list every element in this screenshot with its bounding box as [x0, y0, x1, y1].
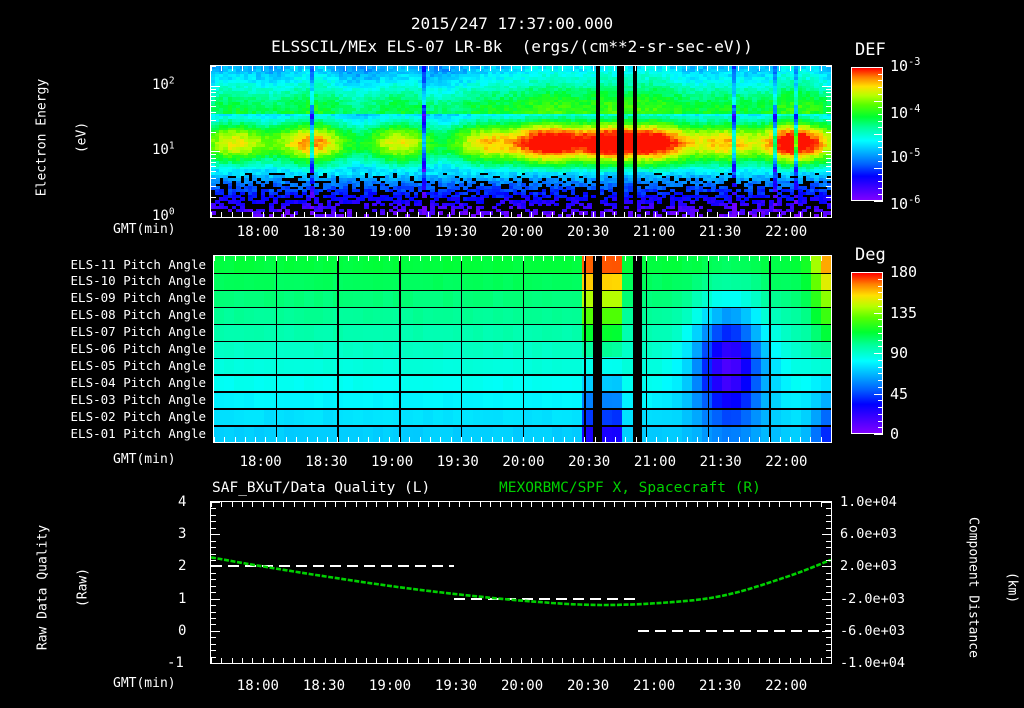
pitch-row-label: ELS-10 Pitch Angle	[30, 273, 206, 288]
spectrogram-ytick-label: 100	[152, 207, 175, 224]
bottom-xtick-label: 20:30	[567, 678, 609, 694]
pitch-row-label: ELS-09 Pitch Angle	[30, 290, 206, 305]
spectrogram-xtick-label: 21:30	[699, 224, 741, 240]
bottom-ytick-right: 2.0e+03	[840, 558, 897, 574]
deg-colorbar-title: Deg	[855, 245, 886, 265]
orbit-distance-trace	[211, 556, 831, 607]
bottom-xtick-label: 22:00	[765, 678, 807, 694]
spectrogram-ylabel: Electron Energy	[35, 63, 50, 213]
spectrogram-ylabel-unit: (eV)	[75, 63, 90, 213]
pitch-row-label: ELS-01 Pitch Angle	[30, 426, 206, 441]
spectrogram-xtick-label: 19:30	[435, 224, 477, 240]
pitch-xtick-label: 18:00	[240, 454, 282, 470]
bottom-ytick-right: -1.0e+04	[840, 655, 905, 671]
pitch-row-label: ELS-06 Pitch Angle	[30, 341, 206, 356]
spectrogram-xtick-label: 20:30	[567, 224, 609, 240]
spectrogram-xtick-label: 18:30	[303, 224, 345, 240]
pitch-xtick-label: 21:00	[634, 454, 676, 470]
def-colorbar-title: DEF	[855, 40, 886, 60]
spectrogram-xtick-label: 22:00	[765, 224, 807, 240]
bottom-title-left: SAF_BXuT/Data Quality (L)	[212, 480, 430, 496]
pitch-row-label: ELS-07 Pitch Angle	[30, 324, 206, 339]
bottom-title-right: MEXORBMC/SPF X, Spacecraft (R)	[499, 480, 761, 496]
pitch-angle-panel	[213, 255, 832, 443]
spectrogram-xtick-label: 21:00	[633, 224, 675, 240]
bottom-xtick-label: 19:00	[369, 678, 411, 694]
bottom-ytick-left: 4	[178, 494, 186, 510]
bottom-ytick-left: 3	[178, 526, 186, 542]
bottom-xtick-label: 18:30	[303, 678, 345, 694]
data-quality-step	[638, 629, 831, 632]
pitch-xtick-label: 19:00	[371, 454, 413, 470]
pitch-xtick-label: 19:30	[437, 454, 479, 470]
pitch-row-label: ELS-05 Pitch Angle	[30, 358, 206, 373]
data-quality-step	[211, 565, 455, 568]
bottom-xtick-label: 19:30	[435, 678, 477, 694]
bottom-xlabel: GMT(min)	[113, 676, 176, 691]
data-quality-step	[454, 597, 639, 600]
spectrogram-ytick-label: 102	[152, 76, 175, 93]
bottom-ytick-left: 2	[178, 558, 186, 574]
spectrogram-xtick-label: 19:00	[369, 224, 411, 240]
pitch-row-label: ELS-11 Pitch Angle	[30, 257, 206, 272]
bottom-xtick-label: 21:00	[633, 678, 675, 694]
bottom-ytick-right: -6.0e+03	[840, 623, 905, 639]
pitch-xlabel: GMT(min)	[113, 452, 176, 467]
pitch-xtick-label: 20:00	[502, 454, 544, 470]
pitch-angle-image	[214, 256, 831, 442]
pitch-xtick-label: 20:30	[568, 454, 610, 470]
bottom-ytick-right: -2.0e+03	[840, 591, 905, 607]
bottom-ylabel-left-unit: (Raw)	[76, 503, 91, 673]
spectrogram-xlabel: GMT(min)	[113, 222, 176, 237]
spectrogram-xtick-label: 20:00	[501, 224, 543, 240]
pitch-row-label: ELS-03 Pitch Angle	[30, 392, 206, 407]
pitch-xtick-label: 22:00	[765, 454, 807, 470]
bottom-ylabel-right-unit: (km)	[1005, 498, 1020, 678]
bottom-ytick-right: 6.0e+03	[840, 526, 897, 542]
pitch-row-label: ELS-04 Pitch Angle	[30, 375, 206, 390]
plot-timestamp: 2015/247 17:37:00.000	[0, 14, 1024, 33]
bottom-xtick-label: 21:30	[699, 678, 741, 694]
bottom-xtick-label: 20:00	[501, 678, 543, 694]
spectrogram-ytick-label: 101	[152, 141, 175, 158]
spectrogram-image	[211, 66, 831, 217]
bottom-ytick-left: -1	[167, 655, 184, 671]
bottom-ytick-left: 1	[178, 591, 186, 607]
spectrogram-xtick-label: 18:00	[237, 224, 279, 240]
data-quality-panel	[210, 501, 832, 664]
pitch-xtick-label: 18:30	[305, 454, 347, 470]
plot-subtitle: ELSSCIL/MEx ELS-07 LR-Bk (ergs/(cm**2-sr…	[0, 37, 1024, 56]
bottom-ylabel-right: Component Distance	[966, 498, 981, 678]
pitch-xtick-label: 21:30	[700, 454, 742, 470]
spectrogram-panel	[210, 65, 832, 218]
pitch-row-label: ELS-08 Pitch Angle	[30, 307, 206, 322]
pitch-row-label: ELS-02 Pitch Angle	[30, 409, 206, 424]
bottom-ytick-left: 0	[178, 623, 186, 639]
bottom-ylabel-left: Raw Data Quality	[36, 503, 51, 673]
bottom-xtick-label: 18:00	[237, 678, 279, 694]
bottom-ytick-right: 1.0e+04	[840, 494, 897, 510]
